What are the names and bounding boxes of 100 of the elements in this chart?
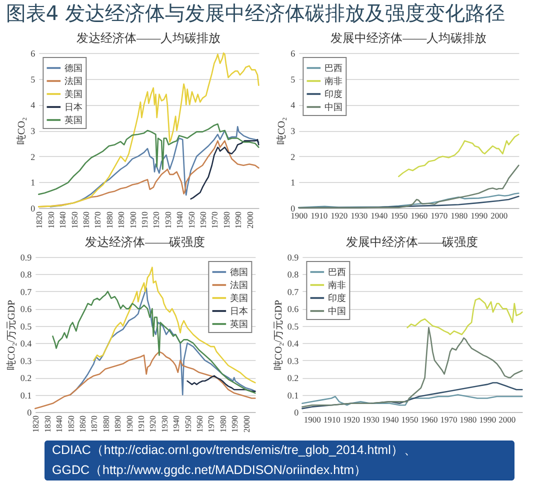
legend-label: 法国 xyxy=(230,280,248,290)
y-tick-label: 0.2 xyxy=(287,373,299,384)
legend-label: 德国 xyxy=(230,267,248,277)
x-tick-label: 1890 xyxy=(116,212,126,228)
legend-label: 巴西 xyxy=(328,267,346,277)
x-tick-label: 1880 xyxy=(104,212,114,228)
x-tick-label: 1970 xyxy=(430,210,448,220)
x-tick-label: 2000 xyxy=(490,210,508,220)
y-tick-label: 2 xyxy=(290,152,296,162)
chart-title: 发展中经济体——碳强度 xyxy=(346,235,478,249)
y-tick-label: 2 xyxy=(30,152,36,162)
x-tick-label: 2000 xyxy=(241,416,252,432)
y-tick-label: 0.9 xyxy=(287,252,300,262)
x-tick-label: 1910 xyxy=(139,212,150,228)
legend-label: 中国 xyxy=(328,306,346,316)
x-tick-label: 1980 xyxy=(450,210,468,220)
legend-label: 德国 xyxy=(64,63,83,73)
x-tick-label: 1950 xyxy=(401,414,418,424)
x-tick-label: 2000 xyxy=(244,212,255,228)
x-tick-label: 1870 xyxy=(92,212,103,228)
x-tick-label: 1900 xyxy=(290,210,308,220)
line-series xyxy=(298,164,520,208)
x-tick-label: 1840 xyxy=(54,416,64,432)
x-tick-label: 1930 xyxy=(159,416,170,432)
line-series xyxy=(398,134,520,178)
x-tick-label: 1940 xyxy=(171,416,182,432)
x-tick-label: 1950 xyxy=(390,210,408,220)
y-tick-label: 0 xyxy=(27,408,32,418)
y-tick-label: 0.4 xyxy=(20,338,32,349)
x-tick-label: 1850 xyxy=(69,212,80,228)
y-axis-title: 吨CO₂/万元GDP xyxy=(272,299,284,370)
line-series xyxy=(186,375,256,392)
x-tick-label: 1910 xyxy=(310,210,328,220)
x-tick-label: 1950 xyxy=(186,212,196,228)
x-tick-label: 1970 xyxy=(206,416,216,432)
legend-label: 日本 xyxy=(230,306,248,316)
y-tick-label: 0.8 xyxy=(287,270,300,280)
y-tick-label: 3 xyxy=(30,126,36,136)
x-tick-label: 1920 xyxy=(148,416,158,432)
y-tick-label: 0 xyxy=(30,204,36,214)
y-tick-label: 0.5 xyxy=(20,321,32,332)
x-tick-label: 1960 xyxy=(420,414,438,424)
x-tick-label: 1990 xyxy=(479,414,496,424)
y-tick-label: 5 xyxy=(30,74,36,84)
y-tick-label: 0.1 xyxy=(287,390,299,400)
x-tick-label: 1840 xyxy=(58,212,68,228)
x-tick-label: 1980 xyxy=(221,212,232,228)
x-tick-label: 1990 xyxy=(470,210,488,220)
text: GGDC（http://www.ggdc.net/MADDISON/oriindex.htm） xyxy=(52,463,367,477)
y-tick-label: 0 xyxy=(294,408,300,418)
x-tick-label: 1850 xyxy=(66,416,76,432)
x-tick-label: 1960 xyxy=(198,212,208,228)
x-tick-label: 1930 xyxy=(350,210,368,220)
x-tick-label: 1960 xyxy=(410,210,428,220)
line-series xyxy=(298,192,520,208)
y-tick-label: 0.4 xyxy=(287,338,300,349)
x-tick-label: 1970 xyxy=(440,414,458,424)
legend-label: 印度 xyxy=(328,293,346,303)
x-tick-label: 1980 xyxy=(460,414,477,424)
line-series xyxy=(50,126,260,208)
y-tick-label: 0.7 xyxy=(287,286,300,297)
y-tick-label: 0.3 xyxy=(287,356,300,366)
y-tick-label: 1 xyxy=(30,178,36,188)
line-series xyxy=(38,123,260,195)
x-tick-label: 1940 xyxy=(382,414,399,424)
y-tick-label: 0.8 xyxy=(20,270,32,280)
line-series xyxy=(38,52,260,208)
x-tick-label: 1930 xyxy=(162,212,173,228)
line-series xyxy=(93,266,256,384)
y-axis-title: 吨CO₂ xyxy=(16,117,28,145)
x-tick-label: 1830 xyxy=(46,212,56,228)
x-tick-label: 1900 xyxy=(128,212,138,228)
x-tick-label: 1900 xyxy=(124,416,134,432)
legend-label: 美国 xyxy=(230,293,248,303)
y-axis-title: 吨CO₂ xyxy=(276,117,288,145)
legend-label: 英国 xyxy=(64,115,83,125)
x-tick-label: 1830 xyxy=(42,416,52,432)
chart-title: 发达经济体——碳强度 xyxy=(85,235,206,249)
x-tick-label: 1910 xyxy=(323,414,340,424)
x-tick-label: 1950 xyxy=(182,416,193,432)
x-tick-label: 1940 xyxy=(174,212,185,228)
x-tick-label: 1820 xyxy=(34,212,44,228)
y-tick-label: 0.6 xyxy=(287,304,300,314)
line-series xyxy=(302,326,523,408)
legend-label: 巴西 xyxy=(324,63,343,73)
y-tick-label: 0.9 xyxy=(20,252,32,262)
x-tick-label: 2000 xyxy=(498,414,516,424)
legend-label: 南非 xyxy=(328,280,346,290)
line-series xyxy=(406,298,523,336)
text: CDIAC（http://cdiac.ornl.gov/trends/emis/tre_glob_2014.html）、 xyxy=(52,443,417,457)
line-series xyxy=(302,394,523,406)
x-tick-label: 1910 xyxy=(136,416,146,432)
x-tick-label: 1870 xyxy=(89,416,100,432)
y-tick-label: 0.3 xyxy=(20,356,32,366)
y-tick-label: 4 xyxy=(290,100,296,110)
x-tick-label: 1990 xyxy=(230,416,240,432)
y-tick-label: 0.2 xyxy=(20,373,32,384)
x-tick-label: 1920 xyxy=(342,414,360,424)
x-tick-label: 1960 xyxy=(194,416,205,432)
y-tick-label: 4 xyxy=(30,100,36,110)
